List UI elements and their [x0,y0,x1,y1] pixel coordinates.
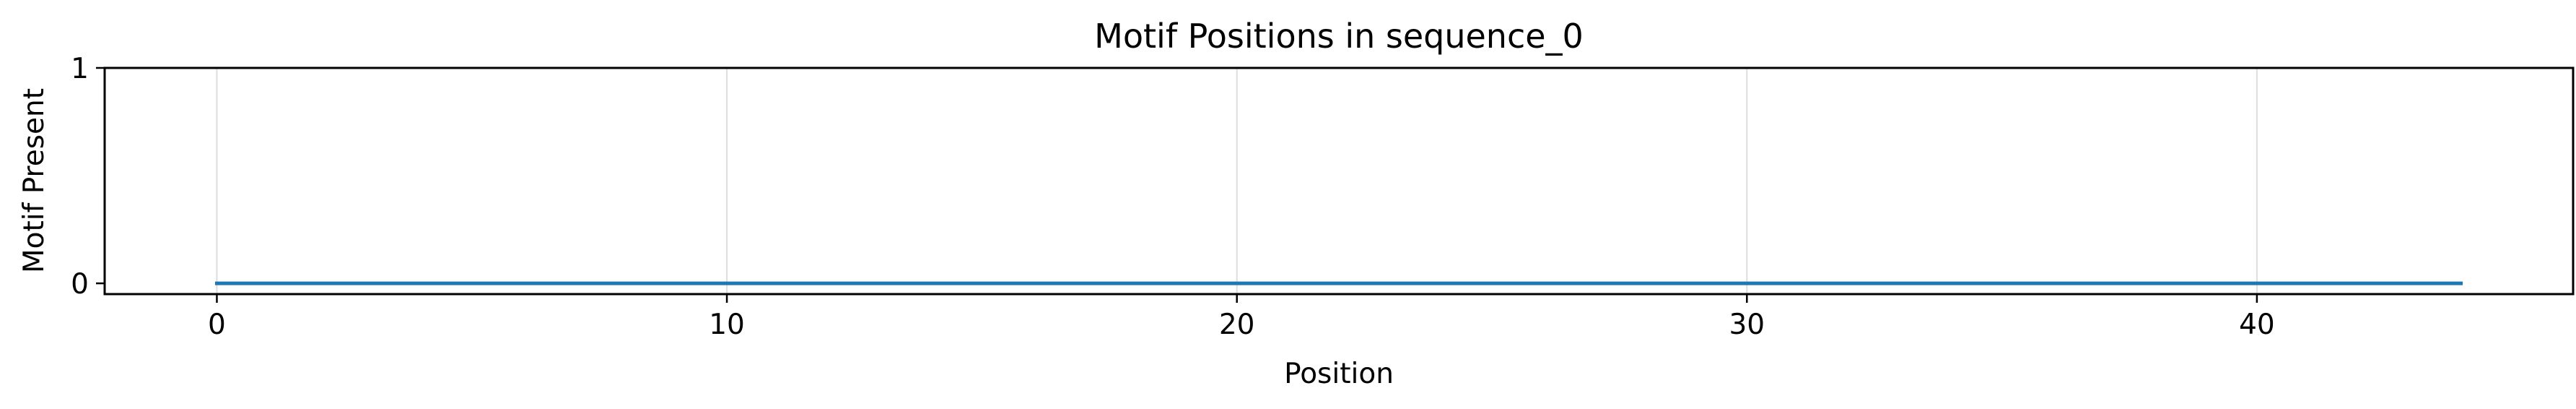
y-axis-label: Motif Present [18,88,51,273]
y-tick-label: 0 [71,268,89,301]
x-tick-label: 20 [1219,309,1255,341]
x-axis-label: Position [1284,358,1394,390]
grid-lines [216,68,2258,294]
x-tick-label: 30 [1729,309,1765,341]
x-tick-label: 10 [709,309,745,341]
tick-layer: 0 10 20 30 40 0 1 [71,53,2275,341]
chart-title: Motif Positions in sequence_0 [1094,17,1584,56]
plot-frame [103,66,2575,296]
x-tick-label: 40 [2239,309,2275,341]
x-tick-label: 0 [208,309,226,341]
y-tick-label: 1 [71,53,89,85]
